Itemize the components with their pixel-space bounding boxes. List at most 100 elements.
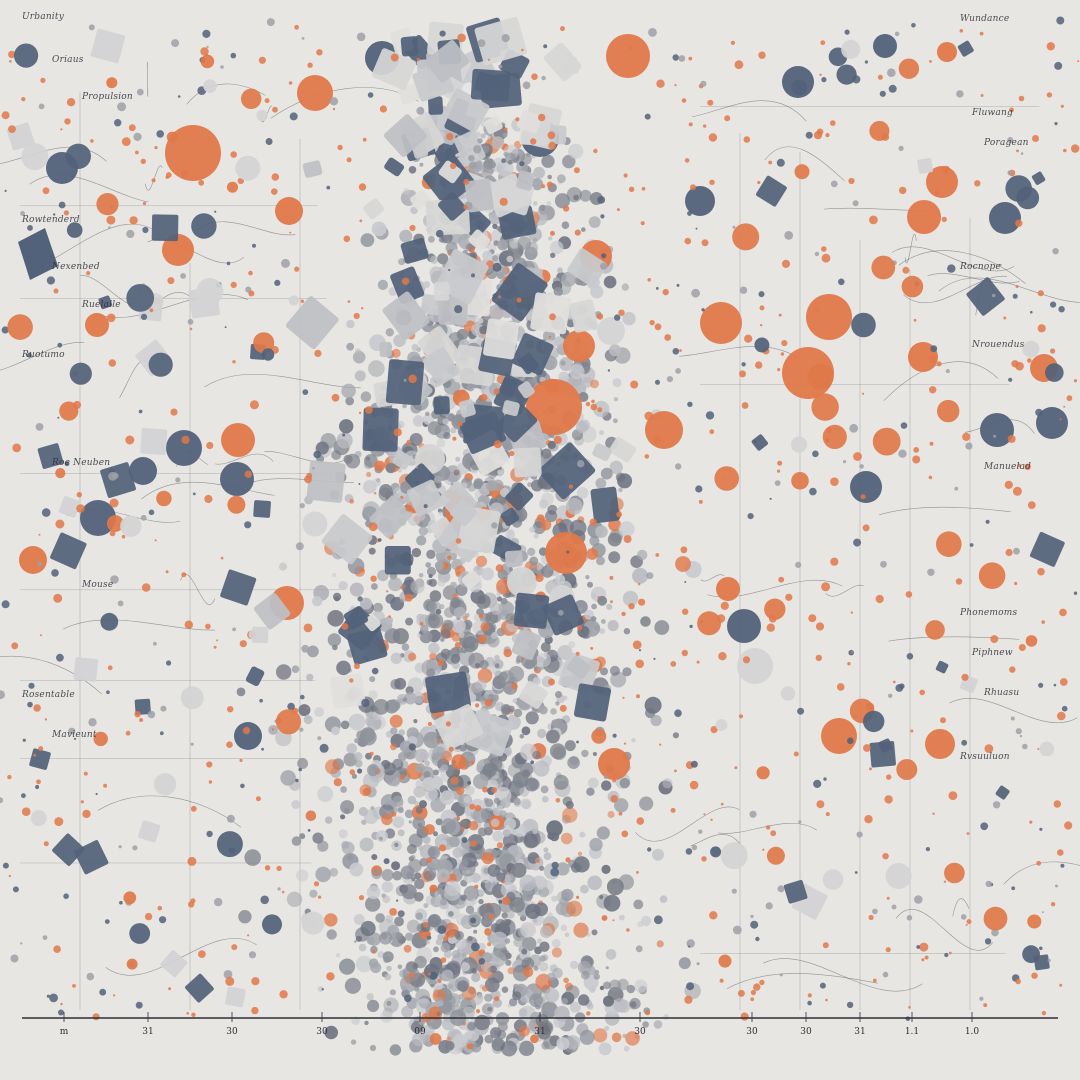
cloud-particle <box>608 551 621 564</box>
speck <box>521 48 524 52</box>
speck <box>653 915 663 925</box>
speck <box>623 173 628 178</box>
speck <box>249 400 259 410</box>
speck <box>906 653 914 660</box>
thin-curve <box>878 506 1011 516</box>
speck <box>306 707 309 710</box>
block-fragment <box>543 42 582 82</box>
right-scribble-label: Nrouendus <box>972 340 1025 350</box>
speck <box>12 443 22 453</box>
speck <box>853 538 862 547</box>
cloud-particle <box>468 820 479 831</box>
cloud-particle <box>549 743 566 760</box>
cloud-particle <box>501 986 509 993</box>
cloud-particle <box>542 795 549 803</box>
speck <box>966 919 972 925</box>
cloud-particle <box>590 379 599 389</box>
cloud-particle <box>566 900 583 917</box>
cloud-particle <box>487 243 497 253</box>
cloud-particle <box>392 795 404 807</box>
speck <box>674 709 682 717</box>
speck <box>758 291 765 298</box>
speck <box>454 305 463 314</box>
cloud-particle <box>333 778 342 787</box>
speck <box>167 277 175 285</box>
cloud-particle <box>349 498 355 504</box>
cloud-particle <box>440 628 451 639</box>
speck <box>457 421 463 427</box>
speck <box>468 154 475 162</box>
speck <box>57 416 60 419</box>
speck <box>757 180 761 185</box>
block-fragment <box>518 680 548 709</box>
speck <box>1022 743 1028 750</box>
speck <box>635 659 644 669</box>
speck <box>980 94 984 97</box>
cloud-particle <box>424 760 430 766</box>
speck <box>347 300 351 303</box>
thin-curve <box>144 165 163 191</box>
cloud-particle <box>496 842 504 849</box>
cloud-particle <box>609 460 623 475</box>
cloud-particle <box>404 932 414 941</box>
speck <box>361 698 370 708</box>
speck <box>318 895 322 899</box>
speck <box>294 24 299 30</box>
speck <box>383 858 390 865</box>
speck <box>470 840 477 847</box>
cloud-particle <box>371 583 378 590</box>
cloud-particle <box>492 223 498 229</box>
cloud-particle <box>409 433 423 446</box>
speck <box>864 815 873 824</box>
speck <box>252 243 256 248</box>
axis-tick-label: 30 <box>746 1027 758 1037</box>
speck <box>314 349 322 357</box>
block-fragment <box>569 299 599 333</box>
speck <box>797 707 805 715</box>
speck <box>700 80 707 87</box>
speck <box>513 797 521 806</box>
speck <box>621 611 626 617</box>
speck <box>208 780 213 784</box>
cloud-particle <box>366 885 381 900</box>
outer-dot <box>901 275 924 298</box>
cloud-particle <box>477 993 483 1000</box>
orange-circle <box>545 532 587 574</box>
cloud-particle <box>425 562 432 568</box>
cloud-particle <box>339 419 354 434</box>
speck <box>405 504 413 512</box>
cloud-particle <box>371 868 383 880</box>
speck <box>298 767 303 772</box>
speck <box>1015 285 1019 288</box>
cloud-particle <box>236 687 246 697</box>
speck <box>888 84 897 93</box>
speck <box>38 103 45 110</box>
cloud-particle <box>580 884 589 894</box>
right-scribble-label: Rvsuuluon <box>960 752 1010 762</box>
speck <box>187 856 197 866</box>
speck <box>759 305 765 311</box>
speck <box>354 738 360 744</box>
cloud-particle <box>619 914 625 921</box>
block-fragment <box>406 479 444 517</box>
speck <box>541 184 546 189</box>
speck <box>1036 860 1042 866</box>
speck <box>159 916 167 924</box>
speck <box>690 184 696 191</box>
speck <box>8 50 16 59</box>
cloud-particle <box>555 902 569 916</box>
cloud-particle <box>331 450 342 460</box>
cloud-particle <box>633 899 644 910</box>
cloud-particle <box>466 869 471 874</box>
speck <box>21 807 31 816</box>
speck <box>924 955 929 960</box>
speck <box>400 495 404 499</box>
speck <box>379 105 387 113</box>
speck <box>724 115 731 122</box>
speck <box>404 593 413 602</box>
outer-block <box>160 950 188 978</box>
cloud-particle <box>519 874 536 892</box>
cloud-particle <box>579 831 586 838</box>
orange-circle <box>926 166 958 198</box>
block-fragment <box>245 666 265 687</box>
